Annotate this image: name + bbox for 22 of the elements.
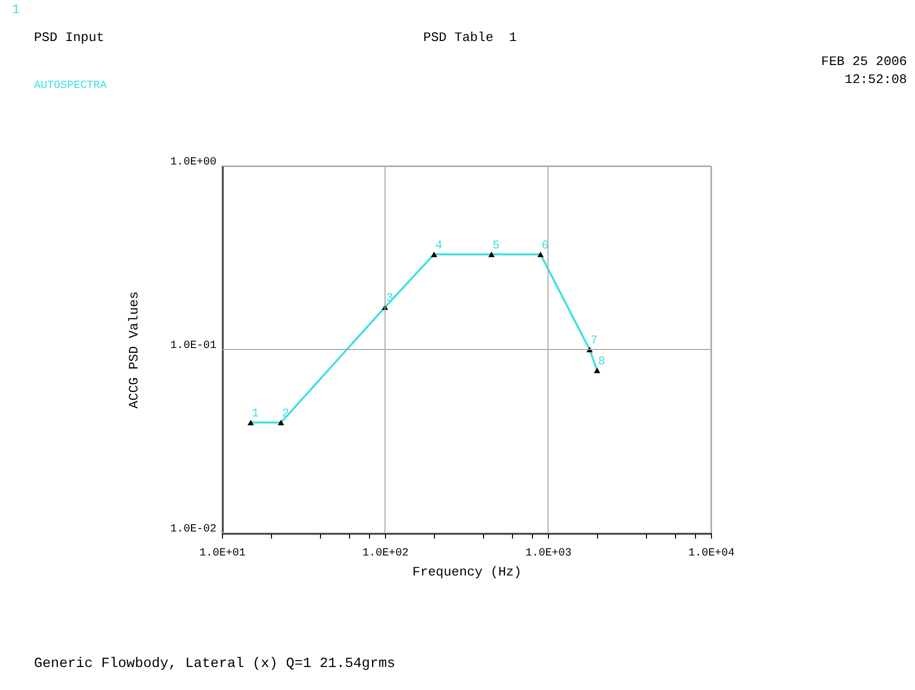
text: Generic Flowbody, Lateral (x) Q=1 21.54grms <box>34 656 396 672</box>
annotation: 1 <box>252 406 259 421</box>
x-tick-label: 1.0E+02 <box>362 548 409 560</box>
text: AUTOSPECTRA <box>34 80 107 92</box>
annotation: 8 <box>598 354 606 368</box>
x-tick-label: 1.0E+01 <box>199 548 246 560</box>
y-tick-label: 1.0E+00 <box>170 156 216 168</box>
annotation: 6 <box>542 238 549 252</box>
annotation: 4 <box>435 238 442 252</box>
x-tick-label: 1.0E+04 <box>688 548 735 560</box>
x-tick-label: 1.0E+03 <box>525 548 572 560</box>
text: PSD Input <box>34 30 104 45</box>
annotation: 7 <box>590 334 598 348</box>
y-tick-label: 1.0E-02 <box>170 524 216 536</box>
chart-title: PSD Table 1 <box>423 30 517 45</box>
text: 1 <box>12 2 20 17</box>
annotation: 5 <box>492 238 500 252</box>
y-tick-label: 1.0E-01 <box>170 340 217 352</box>
x-axis-title: Frequency (Hz) <box>412 564 522 580</box>
y-axis-title: ACCG PSD Values <box>126 291 142 409</box>
text: FEB 25 2006 <box>821 54 907 69</box>
text: 12:52:08 <box>844 72 907 87</box>
